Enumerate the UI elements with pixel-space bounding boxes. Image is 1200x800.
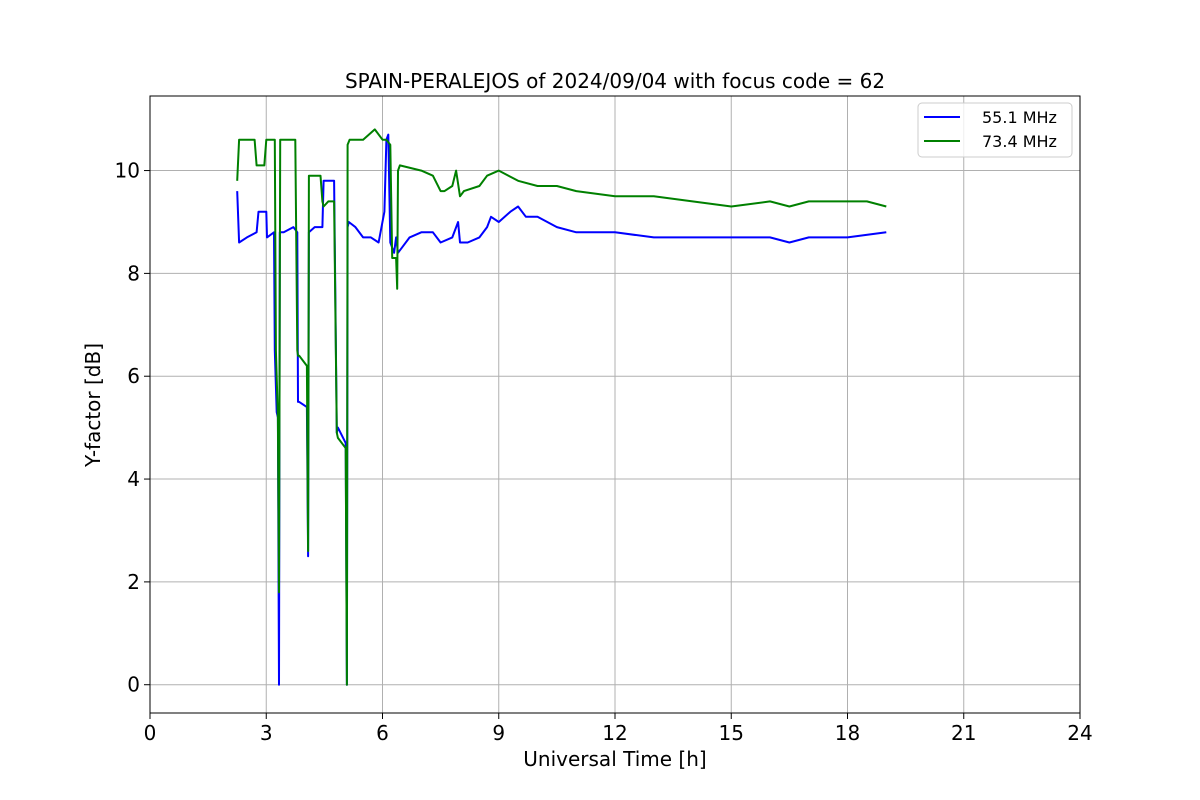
chart-title: SPAIN-PERALEJOS of 2024/09/04 with focus… [345,69,885,93]
legend: 55.1 MHz 73.4 MHz [917,102,1073,158]
x-tick-label: 6 [376,721,389,745]
x-tick-label: 24 [1067,721,1092,745]
y-tick-label: 2 [127,570,140,594]
grid-layer [149,96,1081,713]
series-line-2 [236,128,887,686]
legend-label-series-2: 73.4 MHz [982,132,1057,151]
legend-label-series-1: 55.1 MHz [982,108,1057,127]
y-tick-label: 4 [127,467,140,491]
y-tick-label: 10 [115,159,140,183]
series-layer [236,128,887,686]
x-tick-label: 3 [260,721,273,745]
x-axis-label: Universal Time [h] [523,747,706,771]
x-tick-label: 12 [602,721,627,745]
x-tick-label: 0 [144,721,157,745]
y-tick-label: 8 [127,261,140,285]
x-tick-label: 9 [492,721,505,745]
x-tick-label: 15 [719,721,744,745]
y-axis-label: Y-factor [dB] [81,343,105,468]
x-tick-label: 18 [835,721,860,745]
y-tick-label: 0 [127,673,140,697]
y-tick-label: 6 [127,364,140,388]
x-tick-label: 21 [951,721,976,745]
